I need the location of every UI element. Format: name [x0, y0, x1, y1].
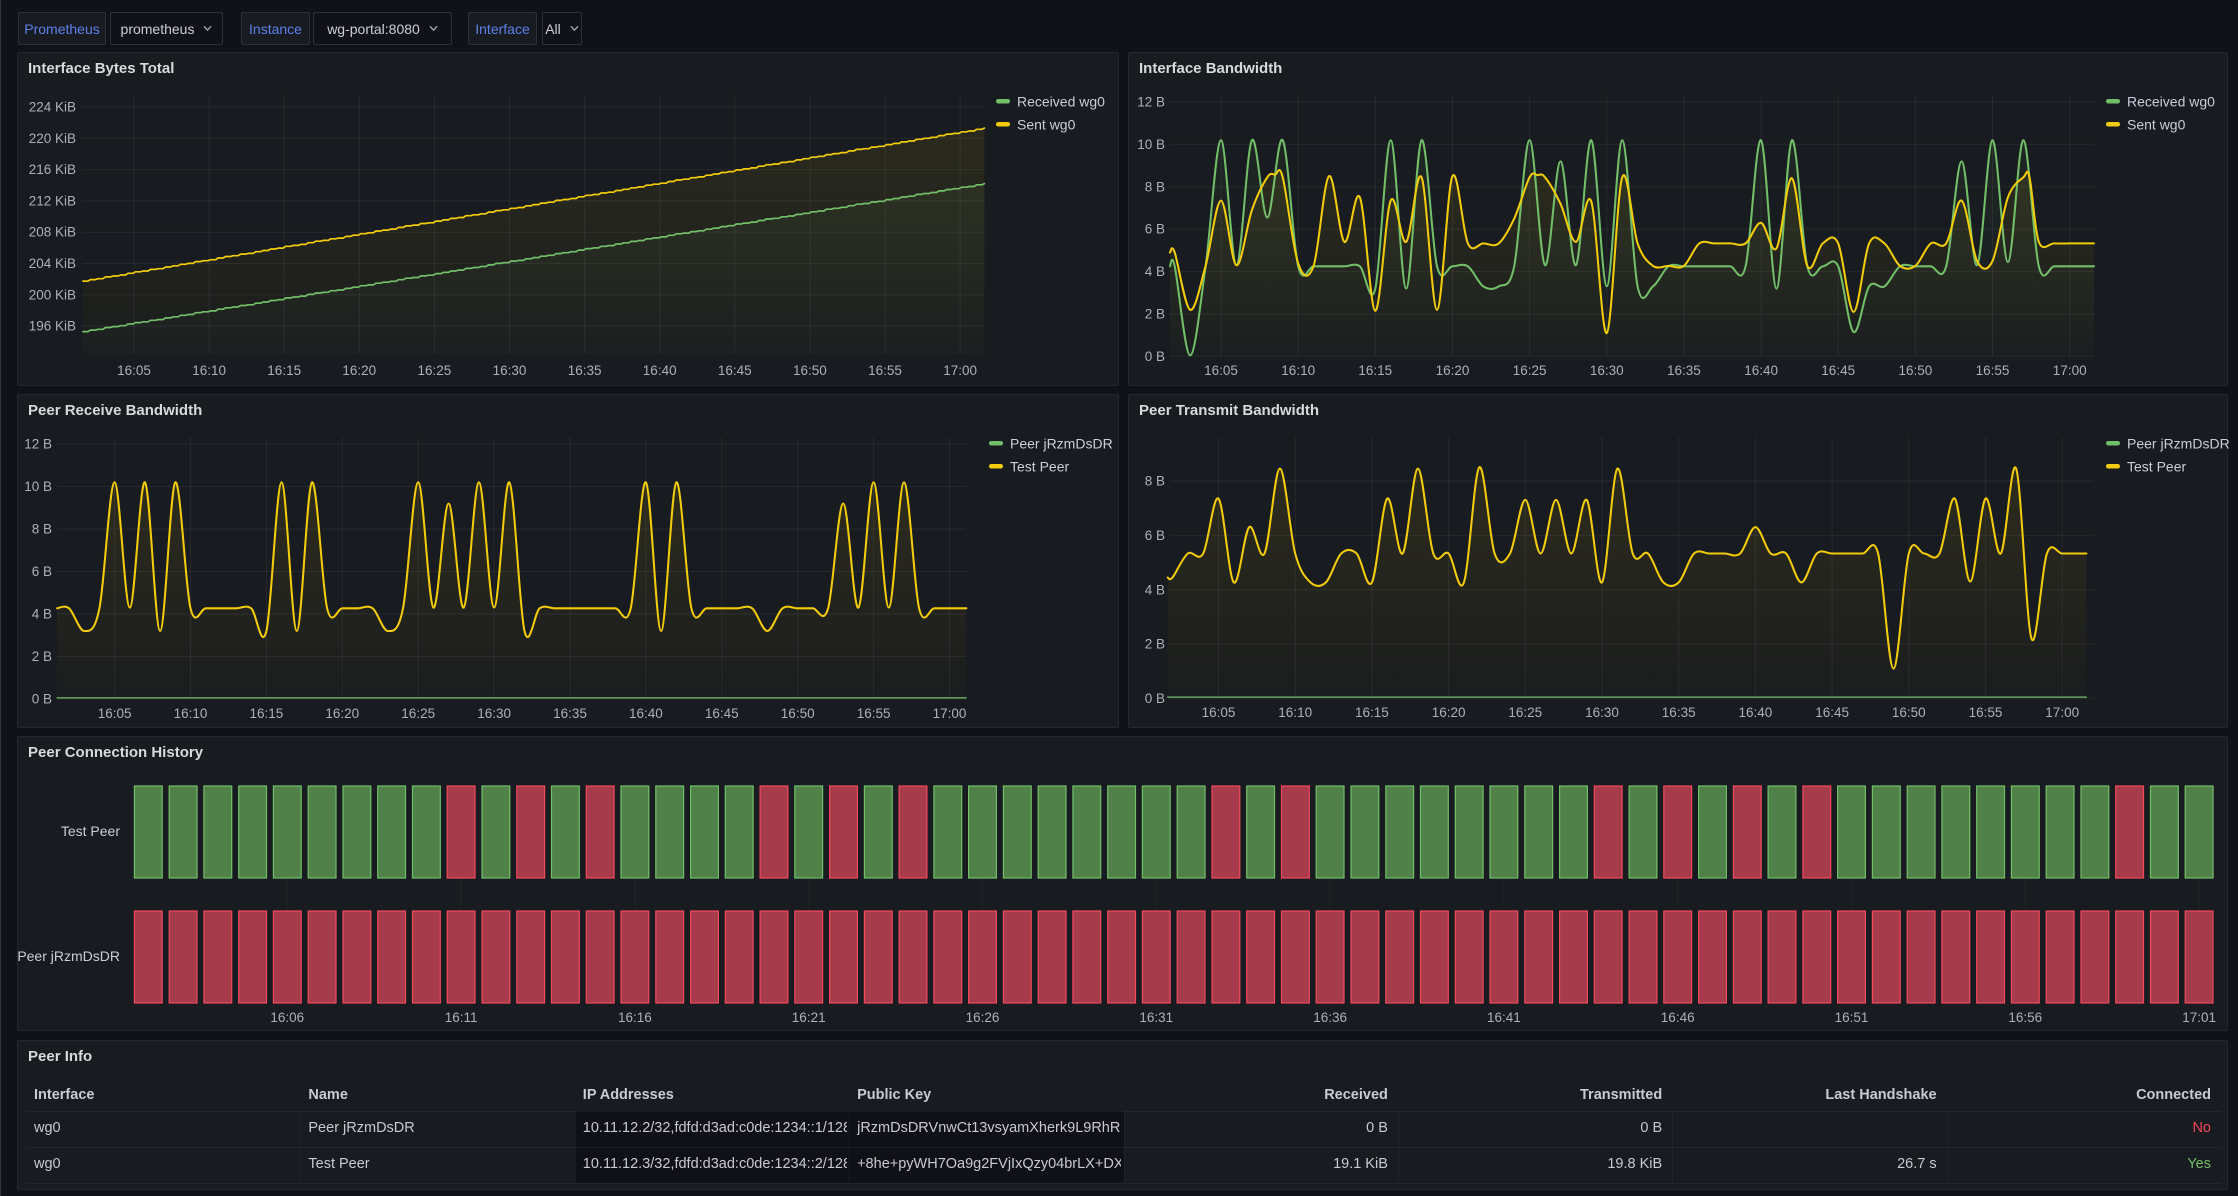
svg-text:16:20: 16:20: [1432, 705, 1466, 720]
svg-text:6 B: 6 B: [1145, 222, 1165, 237]
svg-text:4 B: 4 B: [32, 607, 52, 622]
svg-text:16:50: 16:50: [1899, 363, 1933, 378]
svg-text:16:40: 16:40: [1739, 705, 1773, 720]
svg-text:16:06: 16:06: [270, 1010, 304, 1025]
svg-text:16:20: 16:20: [342, 363, 376, 378]
svg-text:16:05: 16:05: [117, 363, 151, 378]
svg-text:Received wg0: Received wg0: [1017, 94, 1105, 110]
svg-text:16:30: 16:30: [477, 706, 511, 721]
svg-text:16:45: 16:45: [718, 363, 752, 378]
svg-text:208 KiB: 208 KiB: [29, 225, 76, 240]
svg-text:16:15: 16:15: [1355, 705, 1389, 720]
svg-text:16:10: 16:10: [1281, 363, 1315, 378]
svg-text:16:45: 16:45: [1821, 363, 1855, 378]
svg-text:16:10: 16:10: [192, 363, 226, 378]
svg-text:8 B: 8 B: [1145, 474, 1165, 489]
svg-text:Sent wg0: Sent wg0: [2127, 117, 2186, 133]
svg-text:16:40: 16:40: [629, 706, 663, 721]
svg-text:16:51: 16:51: [1835, 1010, 1869, 1025]
svg-text:16:55: 16:55: [1969, 705, 2003, 720]
svg-text:16:25: 16:25: [401, 706, 435, 721]
svg-text:16:25: 16:25: [1513, 363, 1547, 378]
svg-text:16:30: 16:30: [493, 363, 527, 378]
svg-text:4 B: 4 B: [1145, 264, 1165, 279]
svg-text:16:41: 16:41: [1487, 1010, 1521, 1025]
svg-text:16:26: 16:26: [966, 1010, 1000, 1025]
svg-text:220 KiB: 220 KiB: [29, 131, 76, 146]
svg-text:16:50: 16:50: [793, 363, 827, 378]
svg-text:2 B: 2 B: [32, 649, 52, 664]
svg-text:16:40: 16:40: [1744, 363, 1778, 378]
svg-text:8 B: 8 B: [1145, 179, 1165, 194]
svg-text:0 B: 0 B: [1145, 691, 1165, 706]
svg-text:17:00: 17:00: [2053, 363, 2087, 378]
svg-text:2 B: 2 B: [1145, 307, 1165, 322]
svg-text:Peer jRzmDsDR: Peer jRzmDsDR: [2127, 436, 2229, 452]
svg-text:Peer jRzmDsDR: Peer jRzmDsDR: [18, 948, 120, 964]
svg-text:17:00: 17:00: [943, 363, 977, 378]
svg-text:204 KiB: 204 KiB: [29, 256, 76, 271]
svg-text:16:15: 16:15: [250, 706, 284, 721]
svg-text:Received wg0: Received wg0: [2127, 94, 2215, 110]
svg-text:8 B: 8 B: [32, 522, 52, 537]
svg-text:16:36: 16:36: [1313, 1010, 1347, 1025]
svg-text:6 B: 6 B: [32, 564, 52, 579]
svg-text:16:05: 16:05: [98, 706, 132, 721]
svg-text:16:55: 16:55: [868, 363, 902, 378]
svg-text:16:21: 16:21: [792, 1010, 826, 1025]
svg-text:Peer jRzmDsDR: Peer jRzmDsDR: [1010, 436, 1113, 452]
svg-text:6 B: 6 B: [1145, 528, 1165, 543]
svg-text:17:00: 17:00: [2045, 705, 2079, 720]
svg-text:16:20: 16:20: [1436, 363, 1470, 378]
svg-text:16:10: 16:10: [174, 706, 208, 721]
svg-text:17:00: 17:00: [933, 706, 967, 721]
svg-text:16:05: 16:05: [1202, 705, 1236, 720]
svg-text:16:35: 16:35: [568, 363, 602, 378]
svg-text:10 B: 10 B: [24, 479, 52, 494]
svg-text:16:50: 16:50: [781, 706, 815, 721]
svg-text:10 B: 10 B: [1137, 137, 1165, 152]
svg-text:196 KiB: 196 KiB: [29, 319, 76, 334]
svg-text:200 KiB: 200 KiB: [29, 287, 76, 302]
svg-text:16:20: 16:20: [325, 706, 359, 721]
svg-text:Test Peer: Test Peer: [1010, 459, 1069, 475]
svg-text:16:35: 16:35: [553, 706, 587, 721]
svg-text:16:31: 16:31: [1139, 1010, 1173, 1025]
svg-text:16:10: 16:10: [1278, 705, 1312, 720]
svg-text:16:11: 16:11: [445, 1010, 478, 1025]
svg-text:16:25: 16:25: [1508, 705, 1542, 720]
svg-text:12 B: 12 B: [24, 437, 52, 452]
svg-text:17:01: 17:01: [2182, 1010, 2216, 1025]
svg-text:16:30: 16:30: [1585, 705, 1619, 720]
svg-text:0 B: 0 B: [1145, 349, 1165, 364]
svg-text:16:55: 16:55: [1976, 363, 2010, 378]
svg-text:16:45: 16:45: [705, 706, 739, 721]
svg-text:16:50: 16:50: [1892, 705, 1926, 720]
svg-text:16:35: 16:35: [1662, 705, 1696, 720]
svg-text:212 KiB: 212 KiB: [29, 193, 76, 208]
svg-text:16:05: 16:05: [1204, 363, 1238, 378]
svg-text:16:16: 16:16: [618, 1010, 652, 1025]
svg-text:Test Peer: Test Peer: [61, 823, 120, 839]
svg-text:16:45: 16:45: [1815, 705, 1849, 720]
svg-text:0 B: 0 B: [32, 692, 52, 707]
svg-text:12 B: 12 B: [1137, 95, 1165, 110]
svg-text:16:35: 16:35: [1667, 363, 1701, 378]
svg-text:224 KiB: 224 KiB: [29, 100, 76, 115]
svg-text:216 KiB: 216 KiB: [29, 162, 76, 177]
svg-text:16:56: 16:56: [2008, 1010, 2042, 1025]
svg-text:16:25: 16:25: [418, 363, 452, 378]
svg-text:16:30: 16:30: [1590, 363, 1624, 378]
svg-text:16:46: 16:46: [1661, 1010, 1695, 1025]
svg-text:16:40: 16:40: [643, 363, 677, 378]
svg-text:16:15: 16:15: [267, 363, 301, 378]
svg-text:2 B: 2 B: [1145, 637, 1165, 652]
svg-text:Sent wg0: Sent wg0: [1017, 117, 1076, 133]
svg-text:4 B: 4 B: [1145, 582, 1165, 597]
svg-text:16:55: 16:55: [857, 706, 891, 721]
svg-text:16:15: 16:15: [1358, 363, 1392, 378]
svg-text:Test Peer: Test Peer: [2127, 459, 2186, 475]
